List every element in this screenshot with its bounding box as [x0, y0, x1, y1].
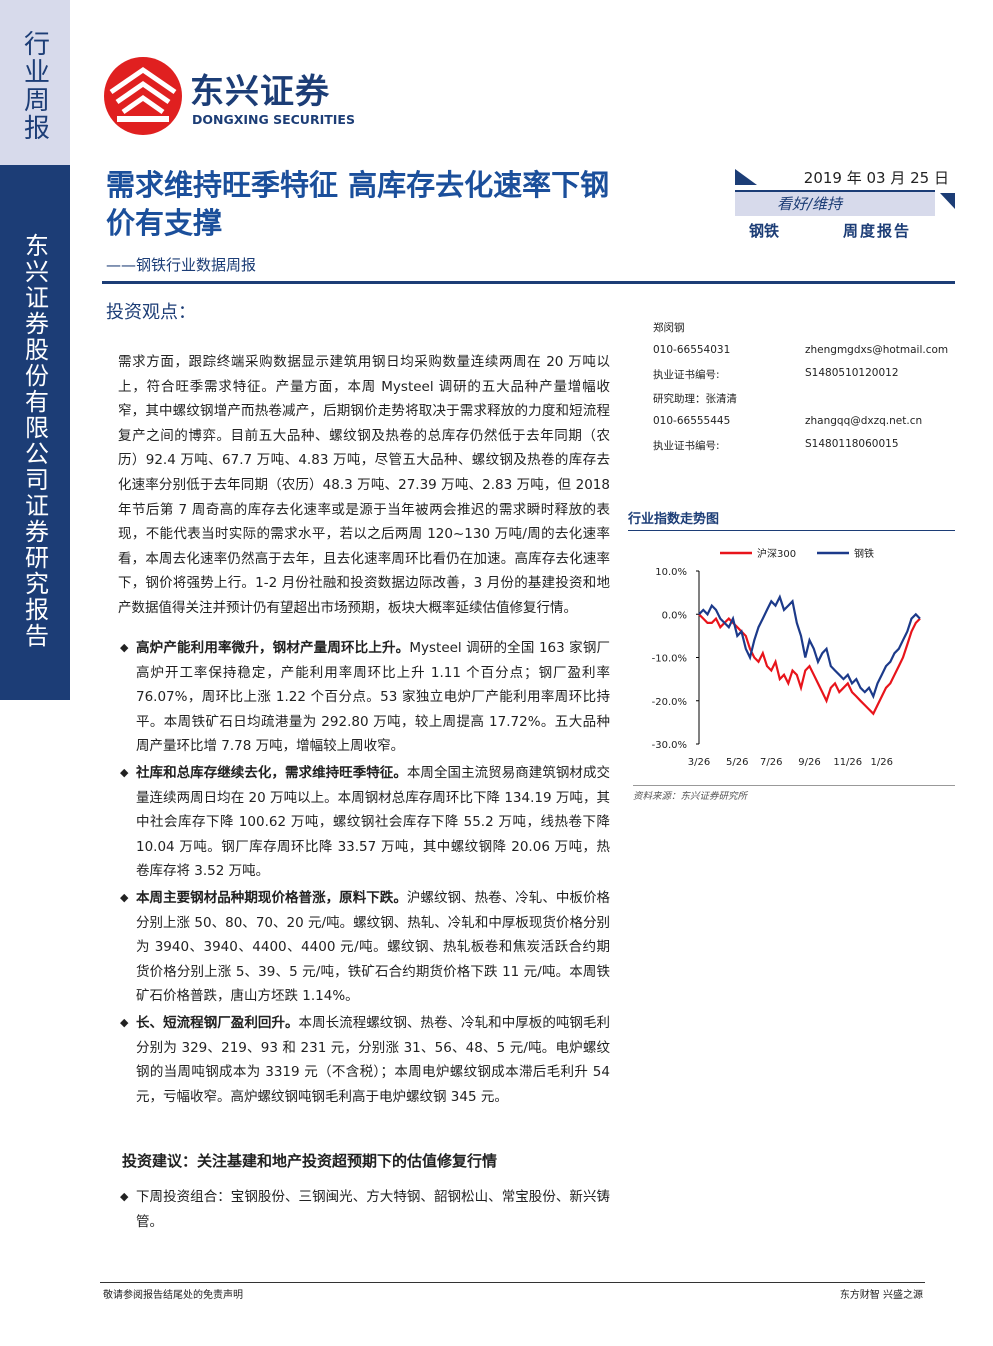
x-tick-label: 1/26 — [871, 757, 893, 768]
y-tick-label: -20.0% — [652, 697, 687, 708]
sidebar-band: 东兴证券股份有限公司证券研究报告 — [0, 165, 70, 700]
bullet: 本周主要钢材品种期现价格普涨，原料下跌。沪螺纹钢、热卷、冷轧、中板价格分别上涨 … — [120, 886, 611, 1009]
intro-paragraph: 需求方面，跟踪终端采购数据显示建筑用钢日均采购数量连续两周在 20 万吨以上，符… — [118, 354, 610, 616]
x-tick-label: 9/26 — [798, 757, 820, 768]
section-title: 投资观点： — [106, 302, 196, 323]
analyst-field: 研究助理：张清清 — [653, 393, 737, 406]
bullet-lead: 本周主要钢材品种期现价格普涨，原料下跌。 — [136, 889, 407, 906]
footer-rule — [100, 1282, 925, 1283]
bullet-text: 本周长流程螺纹钢、热卷、冷轧和中厚板的吨钢毛利分别为 329、219、93 和 … — [136, 1014, 611, 1105]
legend-label: 钢铁 — [854, 547, 874, 560]
rating: 看好/维持 — [777, 195, 843, 213]
bullet: 长、短流程钢厂盈利回升。本周长流程螺纹钢、热卷、冷轧和中厚板的吨钢毛利分别为 3… — [120, 1011, 611, 1109]
bullet-text: 沪螺纹钢、热卷、冷轧、中板价格分别上涨 50、80、70、20 元/吨。螺纹钢、… — [136, 889, 611, 1005]
recommendation-title: 投资建议：关注基建和地产投资超预期下的估值修复行情 — [122, 1152, 498, 1170]
analyst-row: 执业证书编号: S1480510120012 — [653, 367, 953, 391]
analyst-field: 郑闵钢 — [653, 322, 685, 334]
chart-title: 行业指数走势图 — [628, 508, 955, 531]
analyst-field: zhengmgdxs@hotmail.com — [805, 343, 949, 356]
y-tick-label: 0.0% — [662, 610, 687, 621]
analyst-field: 执业证书编号: — [653, 369, 720, 382]
industry: 钢铁 — [749, 222, 780, 240]
sidebar-top: 行业周报 — [0, 0, 70, 165]
bullet-text: Mysteel 调研的全国 163 家钢厂高炉开工率保持稳定，产能利用率周环比上… — [136, 640, 611, 755]
analyst-row: 郑闵钢 — [653, 320, 953, 344]
analyst-row: 研究助理：张清清 — [653, 391, 953, 415]
header-rule — [102, 281, 955, 284]
recommendation-list: 下周投资组合：宝钢股份、三钢闽光、方大特钢、韶钢松山、常宝股份、新兴铸管。 — [118, 1185, 610, 1234]
bullet-lead: 社库和总库存继续去化，需求维持旺季特征。 — [136, 764, 407, 781]
bullet: 高炉产能利用率微升，钢材产量周环比上升。Mysteel 调研的全国 163 家钢… — [120, 636, 611, 759]
recommendation-item: 下周投资组合：宝钢股份、三钢闽光、方大特钢、韶钢松山、常宝股份、新兴铸管。 — [120, 1185, 610, 1234]
bullet-text: 本周全国主流贸易商建筑钢材成交量连续两周日均在 20 万吨以上。本周钢材总库存周… — [136, 764, 611, 880]
report-kind: 周度报告 — [843, 222, 912, 240]
chart: 10.0% 0.0% -10.0% -20.0% -30.0%3/26 5/26 7/26 9… — [652, 547, 921, 768]
y-tick-label: -30.0% — [652, 740, 687, 751]
report-subtitle: ——钢铁行业数据周报 — [106, 256, 257, 274]
bullet-lead: 高炉产能利用率微升，钢材产量周环比上升。 — [136, 640, 410, 656]
header-box: 2019 年 03 月 25 日 看好/维持 钢铁 周度报告 — [735, 163, 955, 243]
bullet-list: 高炉产能利用率微升，钢材产量周环比上升。Mysteel 调研的全国 163 家钢… — [118, 636, 610, 1111]
analyst-field: zhangqq@dxzq.net.cn — [805, 414, 923, 427]
analyst-info: 郑闵钢 010-66554031 zhengmgdxs@hotmail.com 执业证… — [653, 320, 953, 462]
logo-en: DONGXING SECURITIES — [192, 112, 355, 127]
chart-source: 资料来源：东兴证券研究所 — [633, 785, 955, 802]
report-date: 2019 年 03 月 25 日 — [803, 169, 949, 187]
analyst-field: 010-66555445 — [653, 414, 731, 427]
analyst-row: 010-66554031 zhengmgdxs@hotmail.com — [653, 344, 953, 368]
bullet: 社库和总库存继续去化，需求维持旺季特征。本周全国主流贸易商建筑钢材成交量连续两周… — [120, 761, 611, 884]
x-tick-label: 11/26 — [833, 757, 862, 768]
analyst-field: S1480118060015 — [805, 438, 899, 451]
company-line: 东兴证券股份有限公司证券研究报告 — [20, 233, 49, 649]
analyst-row: 执业证书编号: S1480118060015 — [653, 438, 953, 462]
x-tick-label: 3/26 — [688, 757, 710, 768]
analyst-field: 010-66554031 — [653, 343, 731, 356]
analyst-field: 执业证书编号: — [653, 440, 720, 453]
logo-mark — [104, 57, 182, 135]
report-type: 行业周报 — [19, 30, 50, 142]
analyst-field: S1480510120012 — [805, 367, 899, 380]
footer-left: 敬请参阅报告结尾处的免责声明 — [103, 1290, 243, 1301]
logo-cn: 东兴证券 — [190, 72, 330, 112]
footer-right: 东方财智 兴盛之源 — [839, 1290, 923, 1301]
y-tick-label: 10.0% — [655, 567, 687, 578]
header-deco — [735, 169, 955, 209]
x-tick-label: 5/26 — [726, 757, 748, 768]
series-line — [698, 594, 921, 700]
x-tick-label: 7/26 — [760, 757, 782, 768]
legend-label: 沪深300 — [757, 547, 796, 560]
bullet-lead: 长、短流程钢厂盈利回升。 — [136, 1014, 299, 1031]
report-title: 需求维持旺季特征 高库存去化速率下钢价有支撑 — [106, 168, 610, 240]
y-tick-label: -10.0% — [652, 654, 687, 665]
analyst-row: 010-66555445 zhangqq@dxzq.net.cn — [653, 415, 953, 439]
